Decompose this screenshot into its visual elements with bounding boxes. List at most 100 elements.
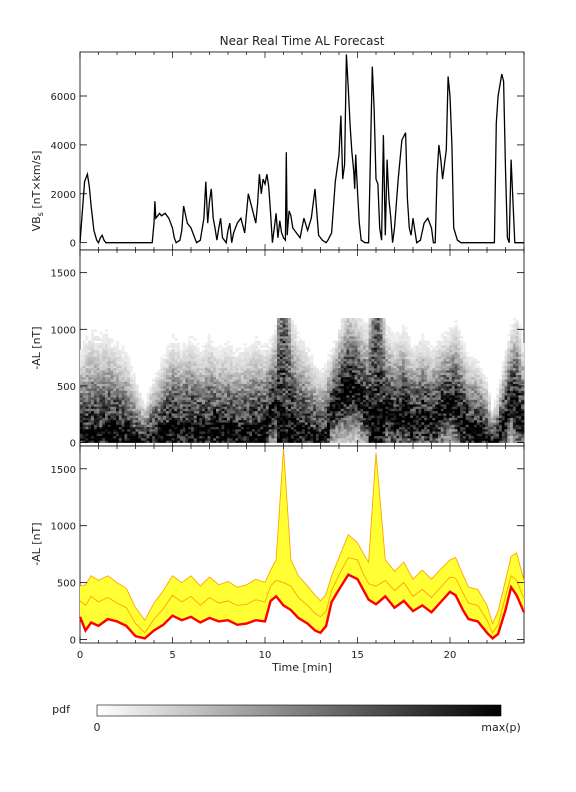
pdf-cell (102, 383, 106, 387)
pdf-cell (160, 433, 164, 437)
pdf-cell (204, 413, 208, 416)
pdf-cell (254, 392, 258, 396)
pdf-cell (132, 410, 136, 414)
pdf-cell (80, 390, 84, 394)
pdf-cell (382, 415, 386, 418)
pdf-cell (146, 399, 150, 403)
pdf-cell (346, 404, 350, 407)
pdf-cell (304, 370, 308, 373)
pdf-cell (188, 399, 192, 403)
pdf-cell (285, 401, 289, 405)
pdf-cell (240, 401, 244, 405)
pdf-cell (152, 433, 156, 437)
pdf-cell (371, 365, 375, 369)
pdf-cell (296, 358, 300, 362)
pdf-cell (138, 435, 142, 439)
pdf-cell (388, 406, 392, 409)
pdf-cell (91, 438, 95, 441)
pdf-cell (182, 440, 186, 443)
pdf-cell (80, 429, 84, 432)
pdf-cell (349, 352, 353, 355)
pdf-cell (299, 397, 303, 400)
pdf-cell (207, 440, 211, 443)
pdf-cell (213, 429, 217, 432)
pdf-cell (224, 435, 228, 439)
pdf-cell (224, 370, 228, 373)
pdf-cell (182, 426, 186, 430)
pdf-cell (260, 349, 264, 353)
pdf-cell (124, 410, 128, 414)
pdf-cell (293, 374, 297, 378)
pdf-cell (382, 372, 386, 375)
pdf-cell (354, 322, 358, 326)
pdf-cell (271, 415, 275, 418)
pdf-cell (82, 397, 86, 400)
pdf-cell (271, 349, 275, 353)
pdf-cell (127, 370, 131, 373)
pdf-cell (93, 370, 97, 373)
pdf-cell (157, 438, 161, 441)
pdf-cell (357, 379, 361, 382)
pdf-cell (249, 370, 253, 373)
pdf-cell (313, 440, 317, 443)
pdf-cell (199, 390, 203, 394)
pdf-cell (238, 406, 242, 409)
pdf-cell (207, 438, 211, 441)
pdf-cell (271, 433, 275, 437)
pdf-cell (354, 352, 358, 355)
pdf-cell (171, 349, 175, 353)
pdf-cell (346, 345, 350, 348)
pdf-cell (315, 438, 319, 441)
pdf-cell (246, 438, 250, 441)
pdf-cell (107, 399, 111, 403)
pdf-cell (179, 433, 183, 437)
pdf-cell (302, 413, 306, 416)
pdf-cell (388, 352, 392, 355)
pdf-cell (129, 438, 133, 441)
pdf-cell (346, 417, 350, 421)
pdf-cell (360, 417, 364, 421)
pdf-cell (365, 406, 369, 409)
pdf-cell (216, 417, 220, 421)
pdf-cell (277, 333, 281, 337)
pdf-cell (318, 397, 322, 400)
pdf-cell (221, 424, 225, 428)
pdf-cell (349, 410, 353, 414)
pdf-cell (210, 363, 214, 366)
pdf-cell (135, 395, 139, 398)
pdf-cell (277, 388, 281, 391)
pdf-cell (363, 367, 367, 371)
pdf-cell (141, 406, 145, 409)
pdf-cell (171, 438, 175, 441)
pdf-cell (168, 429, 172, 432)
pdf-cell (99, 356, 103, 360)
pdf-cell (107, 374, 111, 378)
pdf-cell (313, 429, 317, 432)
pdf-cell (224, 349, 228, 353)
pdf-cell (196, 352, 200, 355)
pdf-cell (246, 386, 250, 389)
pdf-cell (376, 338, 380, 341)
pdf-cell (382, 429, 386, 432)
pdf-cell (351, 390, 355, 394)
pdf-cell (332, 404, 336, 407)
pdf-cell (218, 376, 222, 380)
pdf-cell (343, 424, 347, 428)
pdf-cell (179, 374, 183, 378)
pdf-cell (246, 406, 250, 409)
pdf-cell (365, 399, 369, 403)
pdf-cell (154, 419, 158, 423)
pdf-cell (252, 386, 256, 389)
pdf-cell (168, 381, 172, 384)
pdf-cell (91, 381, 95, 384)
pdf-cell (304, 429, 308, 432)
pdf-cell (82, 415, 86, 418)
pdf-cell (371, 336, 375, 339)
pdf-cell (85, 338, 89, 341)
pdf-cell (274, 440, 278, 443)
pdf-cell (113, 431, 117, 434)
pdf-cell (182, 401, 186, 405)
pdf-cell (210, 383, 214, 387)
pdf-cell (285, 426, 289, 430)
pdf-cell (327, 358, 331, 362)
